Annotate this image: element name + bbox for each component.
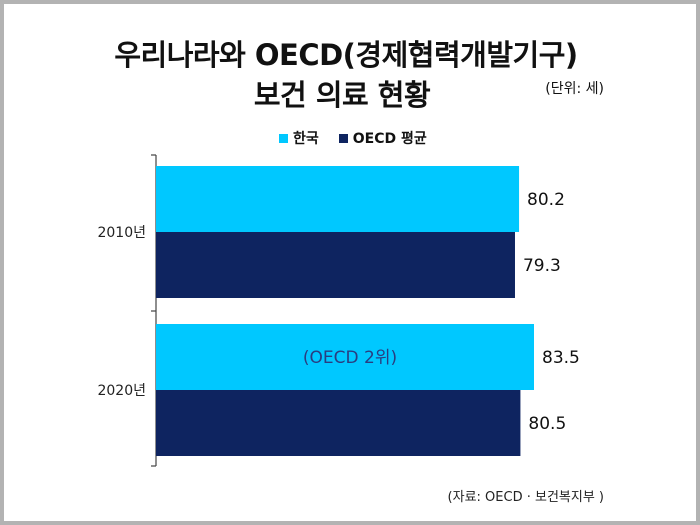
chart-title-line2: 보건 의료 현황: [253, 78, 431, 112]
legend-label-oecd: OECD 평균: [352, 131, 427, 147]
legend: 한국 OECD 평균: [279, 128, 441, 148]
chart-title-line1: 우리나라와 OECD(경제협력개발기구): [114, 38, 578, 72]
bar-korea-0: [156, 166, 520, 232]
legend-swatch-korea: [279, 133, 288, 143]
legend-swatch-oecd: [338, 133, 348, 143]
annotation-oecd-rank: (OECD 2위): [303, 348, 397, 368]
legend-item-korea: 한국: [279, 128, 319, 148]
category-label-1: 2020년: [97, 383, 146, 399]
bar-oecd-1: [156, 390, 521, 456]
bar-oecd-0: [156, 232, 515, 298]
bar-korea-1: [156, 324, 534, 390]
data-label-korea-1: 83.5: [542, 348, 580, 368]
source-note: (자료: OECD · 보건복지부 ): [447, 490, 604, 505]
data-label-oecd-1: 80.5: [528, 414, 566, 434]
legend-label-korea: 한국: [293, 131, 319, 147]
legend-item-oecd: OECD 평균: [338, 128, 427, 148]
data-label-korea-0: 80.2: [527, 190, 565, 210]
unit-label: (단위: 세): [545, 81, 604, 97]
data-label-oecd-0: 79.3: [523, 256, 561, 276]
category-label-0: 2010년: [97, 225, 146, 241]
